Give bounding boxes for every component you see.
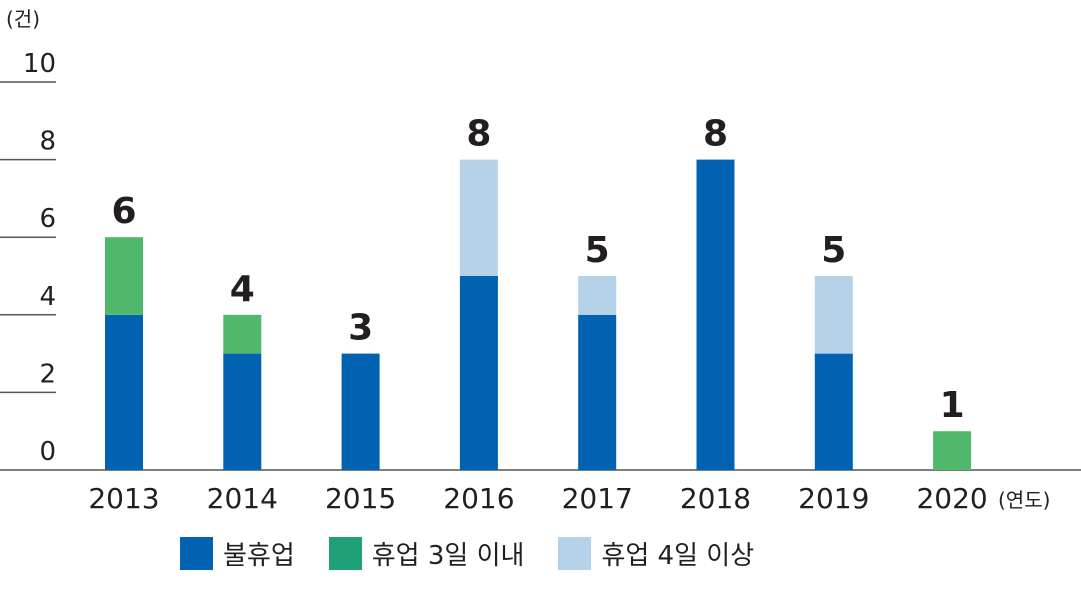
y-tick-label: 4	[39, 282, 56, 312]
bar-segment	[223, 314, 262, 354]
bar-segment	[105, 237, 143, 315]
bar-total-label: 8	[466, 114, 491, 155]
bar-segment	[696, 159, 735, 470]
legend-item-no-leave: 불휴업	[180, 535, 295, 572]
bar-total-label: 1	[940, 385, 965, 426]
x-tick-label: 2019	[798, 482, 869, 515]
x-axis: 2013 2014 2015 2016 2017 2018 2019 2020	[88, 482, 987, 515]
bar-segment	[459, 276, 498, 470]
bar-segment	[933, 431, 972, 470]
bar-segment	[578, 314, 617, 470]
bar-total-label: 4	[230, 269, 255, 310]
legend-label: 휴업 3일 이내	[371, 540, 525, 571]
bar-segment	[223, 353, 262, 470]
x-tick-label: 2020	[916, 482, 987, 515]
bars	[105, 159, 972, 470]
bar-segment	[578, 276, 617, 315]
legend-label: 불휴업	[223, 540, 295, 571]
x-tick-label: 2018	[680, 482, 751, 515]
bar-total-label: 5	[585, 230, 610, 271]
bar-total-label: 3	[348, 308, 373, 349]
legend-label: 휴업 4일 이상	[601, 540, 755, 571]
legend-item-leave-within-3-days: 휴업 3일 이내	[328, 535, 525, 572]
x-axis-unit: (연도)	[998, 488, 1050, 512]
bar-segment	[814, 353, 853, 470]
bar-total-label: 5	[821, 230, 846, 271]
bar-segment	[105, 314, 143, 470]
legend-swatch	[328, 536, 362, 570]
x-tick-label: 2015	[325, 482, 396, 515]
x-tick-label: 2016	[443, 482, 514, 515]
x-tick-label: 2017	[562, 482, 633, 515]
x-tick-label: 2013	[88, 482, 159, 515]
y-axis: 0 2 4 6 8 10	[0, 49, 56, 467]
bar-total-label: 8	[703, 114, 728, 155]
bar-segment	[459, 159, 498, 276]
y-tick-label: 0	[39, 437, 56, 467]
legend: 불휴업 휴업 3일 이내 휴업 4일 이상	[180, 535, 788, 571]
y-tick-label: 6	[39, 204, 56, 234]
x-tick-label: 2014	[207, 482, 278, 515]
bar-segment	[341, 353, 380, 470]
y-axis-unit: (건)	[6, 7, 40, 31]
bar-totals: 6 4 3 8 5 8 5 1	[111, 114, 964, 427]
legend-item-leave-4-days-or-more: 휴업 4일 이상	[558, 535, 754, 572]
legend-swatch	[558, 536, 592, 570]
bar-total-label: 6	[111, 191, 136, 232]
y-tick-label: 10	[23, 49, 56, 79]
y-tick-label: 8	[39, 127, 56, 157]
bar-segment	[814, 276, 853, 354]
y-tick-label: 2	[39, 359, 56, 389]
legend-swatch	[180, 536, 213, 570]
